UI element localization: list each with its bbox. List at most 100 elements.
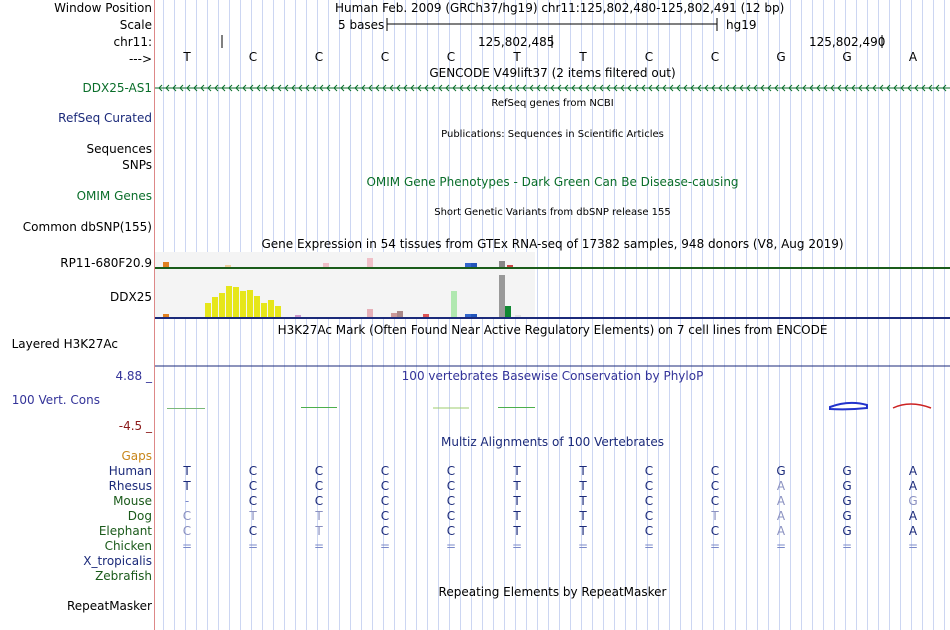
strand-chevron [634,84,639,92]
alignment-base: C [446,494,456,508]
ddx25-expression-bar[interactable] [240,291,246,317]
label-rp11-680f20-9[interactable]: RP11-680F20.9 [60,256,152,270]
rp11-expression-bar[interactable] [225,265,231,267]
ddx25-expression-bar[interactable] [515,315,521,317]
ddx25-expression-bar[interactable] [423,314,429,317]
label-layered-h3k27ac[interactable]: Layered H3K27Ac [11,337,118,351]
strand-chevron [599,84,604,92]
base-letter: G [842,50,852,64]
strand-chevron [368,84,373,92]
label-species-chicken[interactable]: Chicken [104,539,152,553]
ddx25-expression-bar[interactable] [367,309,373,317]
strand-chevron [739,84,744,92]
ddx25-expression-bar[interactable] [391,313,397,317]
alignment-base: C [710,464,720,478]
alignment-base: C [710,524,720,538]
strand-chevron [438,84,443,92]
rp11-expression-bar[interactable] [471,263,477,267]
alignment-base: A [776,494,786,508]
base-letter: C [314,50,324,64]
rp11-expression-bar[interactable] [323,263,329,267]
alignment-base: C [710,479,720,493]
label-scale: Scale [119,18,152,32]
label-ddx25[interactable]: DDX25 [110,290,152,304]
label-separator [154,0,155,630]
alignment-base: = [907,539,919,553]
ddx25-expression-bar[interactable] [205,303,211,317]
label-repeatmasker[interactable]: RepeatMasker [66,599,152,613]
ddx25-expression-bar[interactable] [505,306,511,317]
strand-chevron [823,84,828,92]
alignment-base: T [579,494,587,508]
ddx25-expression-bar[interactable] [261,303,267,317]
gencode-gene-line[interactable] [155,82,950,94]
label-refseq-curated[interactable]: RefSeq Curated [58,111,152,125]
alignment-base: C [314,479,324,493]
ddx25-expression-bar[interactable] [212,297,218,317]
label-gaps[interactable]: Gaps [121,449,152,463]
alignment-base: = [247,539,259,553]
alignment-base: G [842,509,852,523]
ddx25-expression-bar[interactable] [247,290,253,317]
strand-chevron [354,84,359,92]
ddx25-expression-bar[interactable] [465,314,471,317]
label-sequences[interactable]: Sequences [86,142,152,156]
refseq-title: RefSeq genes from NCBI [491,98,614,109]
ddx25-expression-bar[interactable] [226,286,232,317]
label-snps[interactable]: SNPs [122,158,152,172]
alignment-base: T [513,479,521,493]
label-ddx25-as1[interactable]: DDX25-AS1 [82,81,153,95]
gridline [702,0,703,630]
strand-chevron [179,84,184,92]
ddx25-expression-bar[interactable] [275,306,281,317]
label-species-x-tropicalis[interactable]: X_tropicalis [83,554,152,568]
label-100-vert-cons[interactable]: 100 Vert. Cons [11,393,100,407]
ddx25-expression-bar[interactable] [451,291,457,317]
strand-chevron [690,84,695,92]
strand-chevron [200,84,205,92]
phylop-conservation-chart[interactable] [155,398,950,418]
ddx25-expression-bar[interactable] [219,293,225,317]
ddx25-expression-bar[interactable] [471,314,477,317]
strand-chevron [424,84,429,92]
label-species-elephant[interactable]: Elephant [98,524,152,538]
label-species-mouse[interactable]: Mouse [113,494,152,508]
label-species-dog[interactable]: Dog [127,509,152,523]
browser-data-area[interactable]: Human Feb. 2009 (GRCh37/hg19) chr11:125,… [155,0,950,630]
strand-chevron [410,84,415,92]
alignment-base: T [315,524,323,538]
strand-chevron [928,84,933,92]
scale-db: hg19 [726,18,757,32]
rp11-expression-bar[interactable] [499,261,505,267]
label-species-human[interactable]: Human [108,464,152,478]
gridline [812,0,813,630]
label-common-dbsnp[interactable]: Common dbSNP(155) [22,220,152,234]
label-species-zebrafish[interactable]: Zebrafish [95,569,152,583]
strand-chevron [662,84,667,92]
rp11-expression-bar[interactable] [465,263,471,267]
alignment-base: C [446,464,456,478]
rp11-expression-bar[interactable] [367,258,373,267]
rp11-expression-bar[interactable] [163,262,169,267]
strand-chevron [361,84,366,92]
ddx25-expression-bar[interactable] [397,311,403,317]
strand-chevron [403,84,408,92]
alignment-base: G [842,494,852,508]
strand-chevron [431,84,436,92]
strand-chevron [263,84,268,92]
ddx25-expression-bar[interactable] [295,315,301,317]
position-tick-1: 125,802,485 [478,35,555,49]
strand-chevron [585,84,590,92]
alignment-base: T [315,509,323,523]
ddx25-expression-bar[interactable] [268,300,274,317]
gtex-expression-chart[interactable] [155,252,950,322]
ddx25-expression-bar[interactable] [163,314,169,317]
alignment-base: T [249,509,257,523]
rp11-expression-bar[interactable] [507,265,513,267]
ddx25-expression-bar[interactable] [499,275,505,317]
label-omim-genes[interactable]: OMIM Genes [76,189,152,203]
ddx25-expression-bar[interactable] [254,296,260,317]
label-species-rhesus[interactable]: Rhesus [108,479,152,493]
strand-chevron [900,84,905,92]
ddx25-expression-bar[interactable] [233,287,239,317]
